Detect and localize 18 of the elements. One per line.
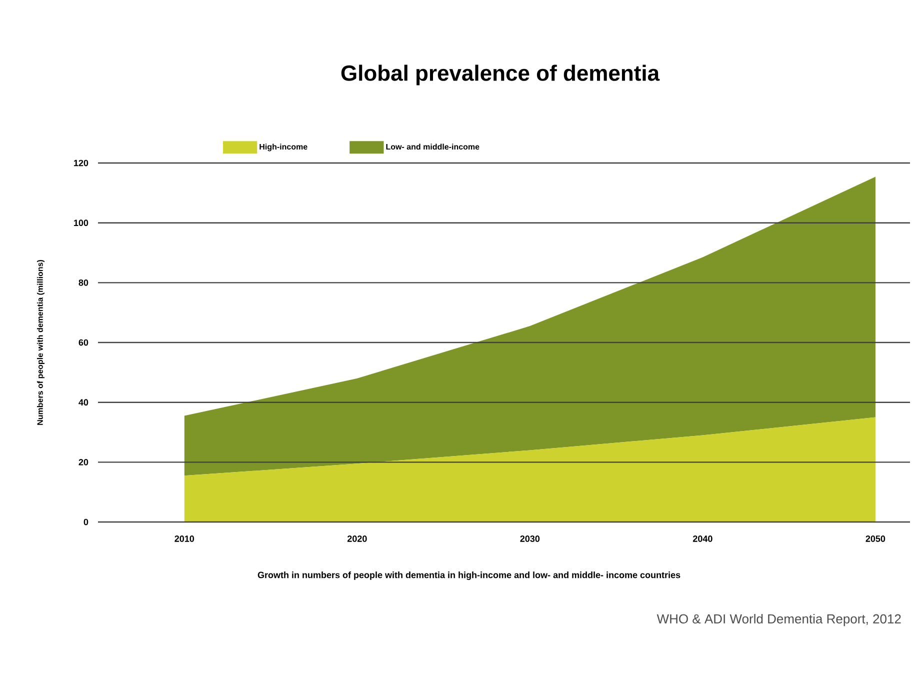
- legend-label: Low- and middle-income: [386, 144, 480, 150]
- x-tick-label: 2030: [520, 536, 540, 542]
- y-tick-label: 20: [78, 458, 88, 466]
- y-axis-title: Numbers of people with dementia (millions): [37, 260, 44, 425]
- x-tick-label: 2010: [174, 536, 194, 542]
- x-tick-label: 2050: [866, 536, 886, 542]
- y-tick-label: 60: [78, 339, 88, 346]
- x-tick-label: 2020: [347, 536, 367, 542]
- y-tick-label: 40: [78, 399, 88, 406]
- y-tick-label: 120: [74, 160, 88, 166]
- y-tick-label: 0: [84, 518, 88, 526]
- y-tick-label: 80: [78, 279, 88, 286]
- x-tick-label: 2040: [692, 536, 712, 542]
- chart-title: Global prevalence of dementia: [341, 64, 660, 86]
- text: WHO & ADI World Dementia Report, 2012: [656, 614, 901, 626]
- y-tick-label: 100: [74, 220, 88, 226]
- legend-label: High-income: [260, 144, 308, 152]
- x-axis-title: Growth in numbers of people with dementia in high-income and low- and middle- income countries: [258, 572, 680, 580]
